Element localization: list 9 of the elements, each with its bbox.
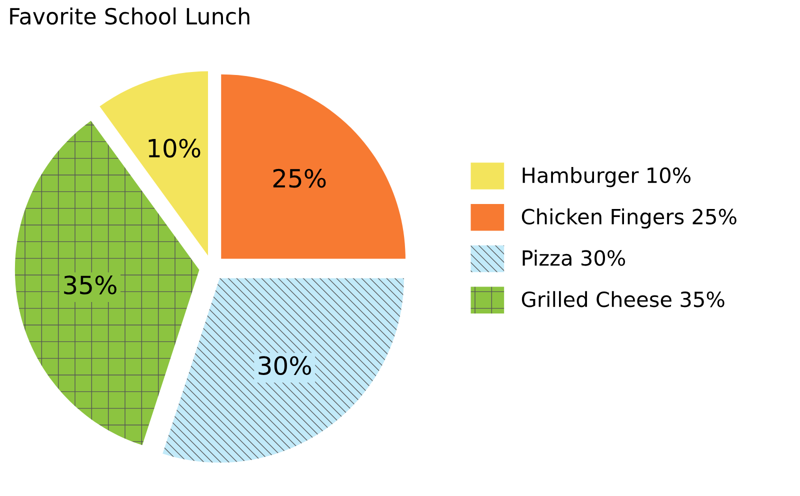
chart-title: Favorite School Lunch	[10, 7, 250, 25]
data-label: 25%	[273, 168, 326, 188]
legend-label: Hamburger 10%	[522, 167, 690, 188]
legend-label: Grilled Cheese 35%	[522, 291, 724, 308]
data-label: 35%	[64, 276, 116, 294]
legend-label: Pizza 30%	[522, 250, 626, 266]
legend-label: Chicken Fingers 25%	[522, 208, 736, 229]
data-label: 30%	[258, 356, 311, 376]
data-label: 10%	[148, 138, 200, 158]
